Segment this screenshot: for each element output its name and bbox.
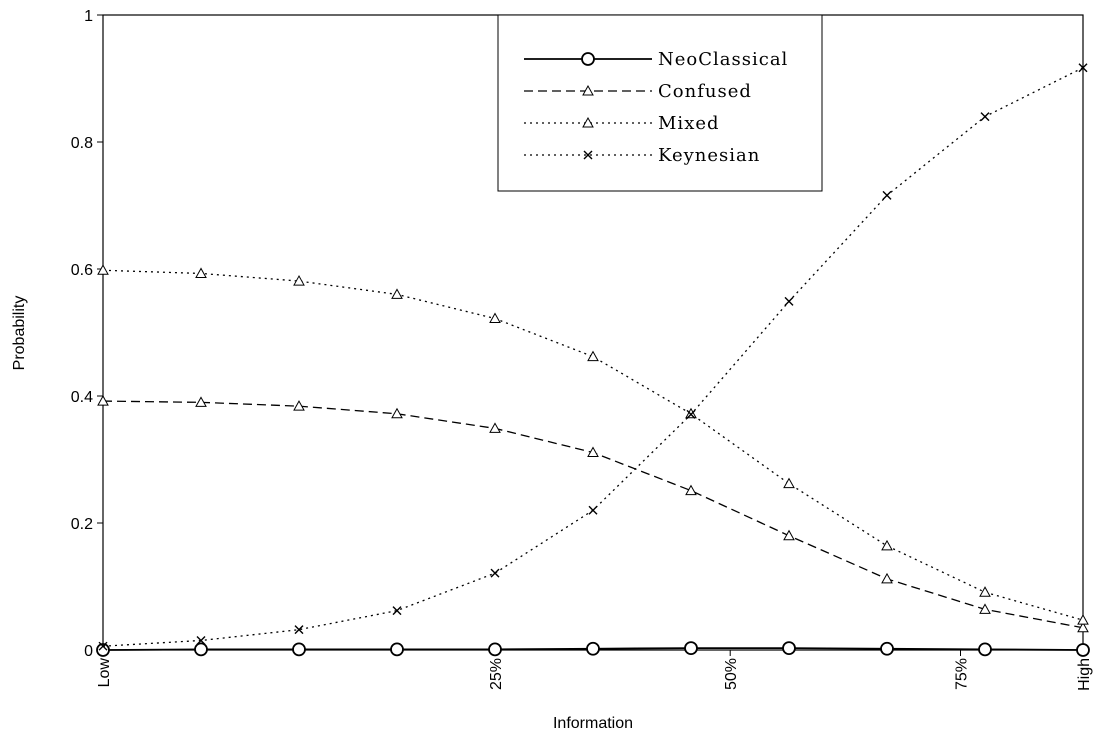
- data-point: [685, 484, 697, 496]
- data-point-stroke: [784, 296, 794, 306]
- data-point-stroke: [980, 112, 990, 122]
- data-point: [489, 312, 501, 324]
- x-tick-label: 50%: [723, 658, 740, 690]
- data-point: [686, 409, 696, 419]
- legend-label: Confused: [658, 81, 752, 102]
- data-point: [783, 477, 795, 489]
- legend-item: NeoClassical: [524, 49, 788, 70]
- data-point-stroke: [490, 568, 500, 578]
- data-point: [489, 422, 501, 433]
- x-tick-label: High: [1076, 658, 1093, 691]
- data-point: [581, 52, 595, 66]
- legend-label: Mixed: [658, 113, 720, 134]
- data-point: [783, 529, 795, 541]
- data-point: [390, 642, 404, 657]
- series-line: [102, 400, 1084, 629]
- data-point: [194, 642, 208, 657]
- y-tick-label: 1: [84, 8, 93, 25]
- legend-item: Confused: [524, 81, 752, 102]
- legend-label: NeoClassical: [658, 49, 788, 70]
- y-tick-label: 0.8: [71, 135, 93, 152]
- data-point: [195, 396, 207, 407]
- data-point: [1076, 643, 1090, 657]
- data-point-stroke: [294, 625, 304, 635]
- x-tick-label: 25%: [488, 658, 505, 690]
- data-point: [98, 641, 108, 651]
- data-point: [196, 635, 206, 645]
- legend-item: Keynesian: [524, 145, 760, 166]
- series-neoclassical: [96, 641, 1090, 657]
- legend-label: Keynesian: [658, 145, 760, 166]
- x-axis: Low 25% 50% 75% High: [96, 650, 1093, 691]
- data-point: [978, 642, 992, 657]
- series-mixed: [97, 264, 1089, 625]
- data-point: [1077, 614, 1089, 625]
- data-point: [293, 400, 305, 411]
- data-point: [882, 190, 892, 200]
- data-point-stroke: [583, 150, 593, 160]
- data-point: [490, 568, 500, 578]
- data-point: [782, 641, 796, 655]
- data-point-stroke: [588, 505, 598, 515]
- x-tick-label: 75%: [954, 658, 971, 690]
- data-point-stroke: [196, 635, 206, 645]
- y-tick-label: 0.2: [71, 516, 93, 533]
- data-point: [881, 539, 893, 551]
- data-point: [293, 275, 305, 286]
- series-confused: [97, 395, 1089, 633]
- data-point-stroke: [686, 409, 696, 419]
- data-point-stroke: [1078, 63, 1088, 73]
- data-point: [392, 606, 402, 616]
- data-point: [980, 112, 990, 122]
- legend-item: Mixed: [524, 113, 720, 134]
- data-point: [391, 288, 403, 299]
- data-point: [582, 116, 594, 128]
- data-point: [1077, 621, 1089, 633]
- data-point: [586, 641, 600, 656]
- series-layer: [96, 63, 1090, 657]
- data-point: [292, 642, 306, 657]
- data-point: [684, 641, 698, 655]
- x-axis-label: Information: [553, 715, 633, 732]
- data-point-stroke: [882, 190, 892, 200]
- legend: NeoClassical Confused Mixed Keynesian: [497, 14, 823, 192]
- series-keynesian: [98, 63, 1088, 651]
- y-axis: 0 0.2 0.4 0.6 0.8 1: [71, 8, 103, 660]
- data-point: [582, 84, 594, 96]
- data-point: [587, 446, 599, 458]
- data-point: [97, 264, 109, 275]
- data-point: [881, 572, 893, 584]
- y-tick-label: 0.4: [71, 389, 93, 406]
- data-point: [583, 150, 593, 160]
- data-point: [880, 641, 894, 656]
- data-point: [588, 505, 598, 515]
- legend-box: [497, 14, 823, 192]
- data-point: [784, 296, 794, 306]
- data-point: [294, 625, 304, 635]
- data-point: [97, 395, 109, 406]
- data-point-stroke: [392, 606, 402, 616]
- data-point: [195, 267, 207, 278]
- data-point: [587, 350, 599, 362]
- data-point: [96, 643, 110, 657]
- data-point: [979, 586, 991, 597]
- data-point: [685, 407, 697, 419]
- series-line: [102, 269, 1084, 621]
- data-point: [391, 407, 403, 419]
- y-tick-label: 0: [84, 643, 93, 660]
- data-point: [979, 603, 991, 614]
- data-point: [488, 642, 502, 657]
- y-axis-label: Probability: [11, 296, 28, 371]
- data-point-stroke: [98, 641, 108, 651]
- x-tick-label: Low: [96, 658, 113, 688]
- data-point: [1078, 63, 1088, 73]
- y-tick-label: 0.6: [71, 262, 93, 279]
